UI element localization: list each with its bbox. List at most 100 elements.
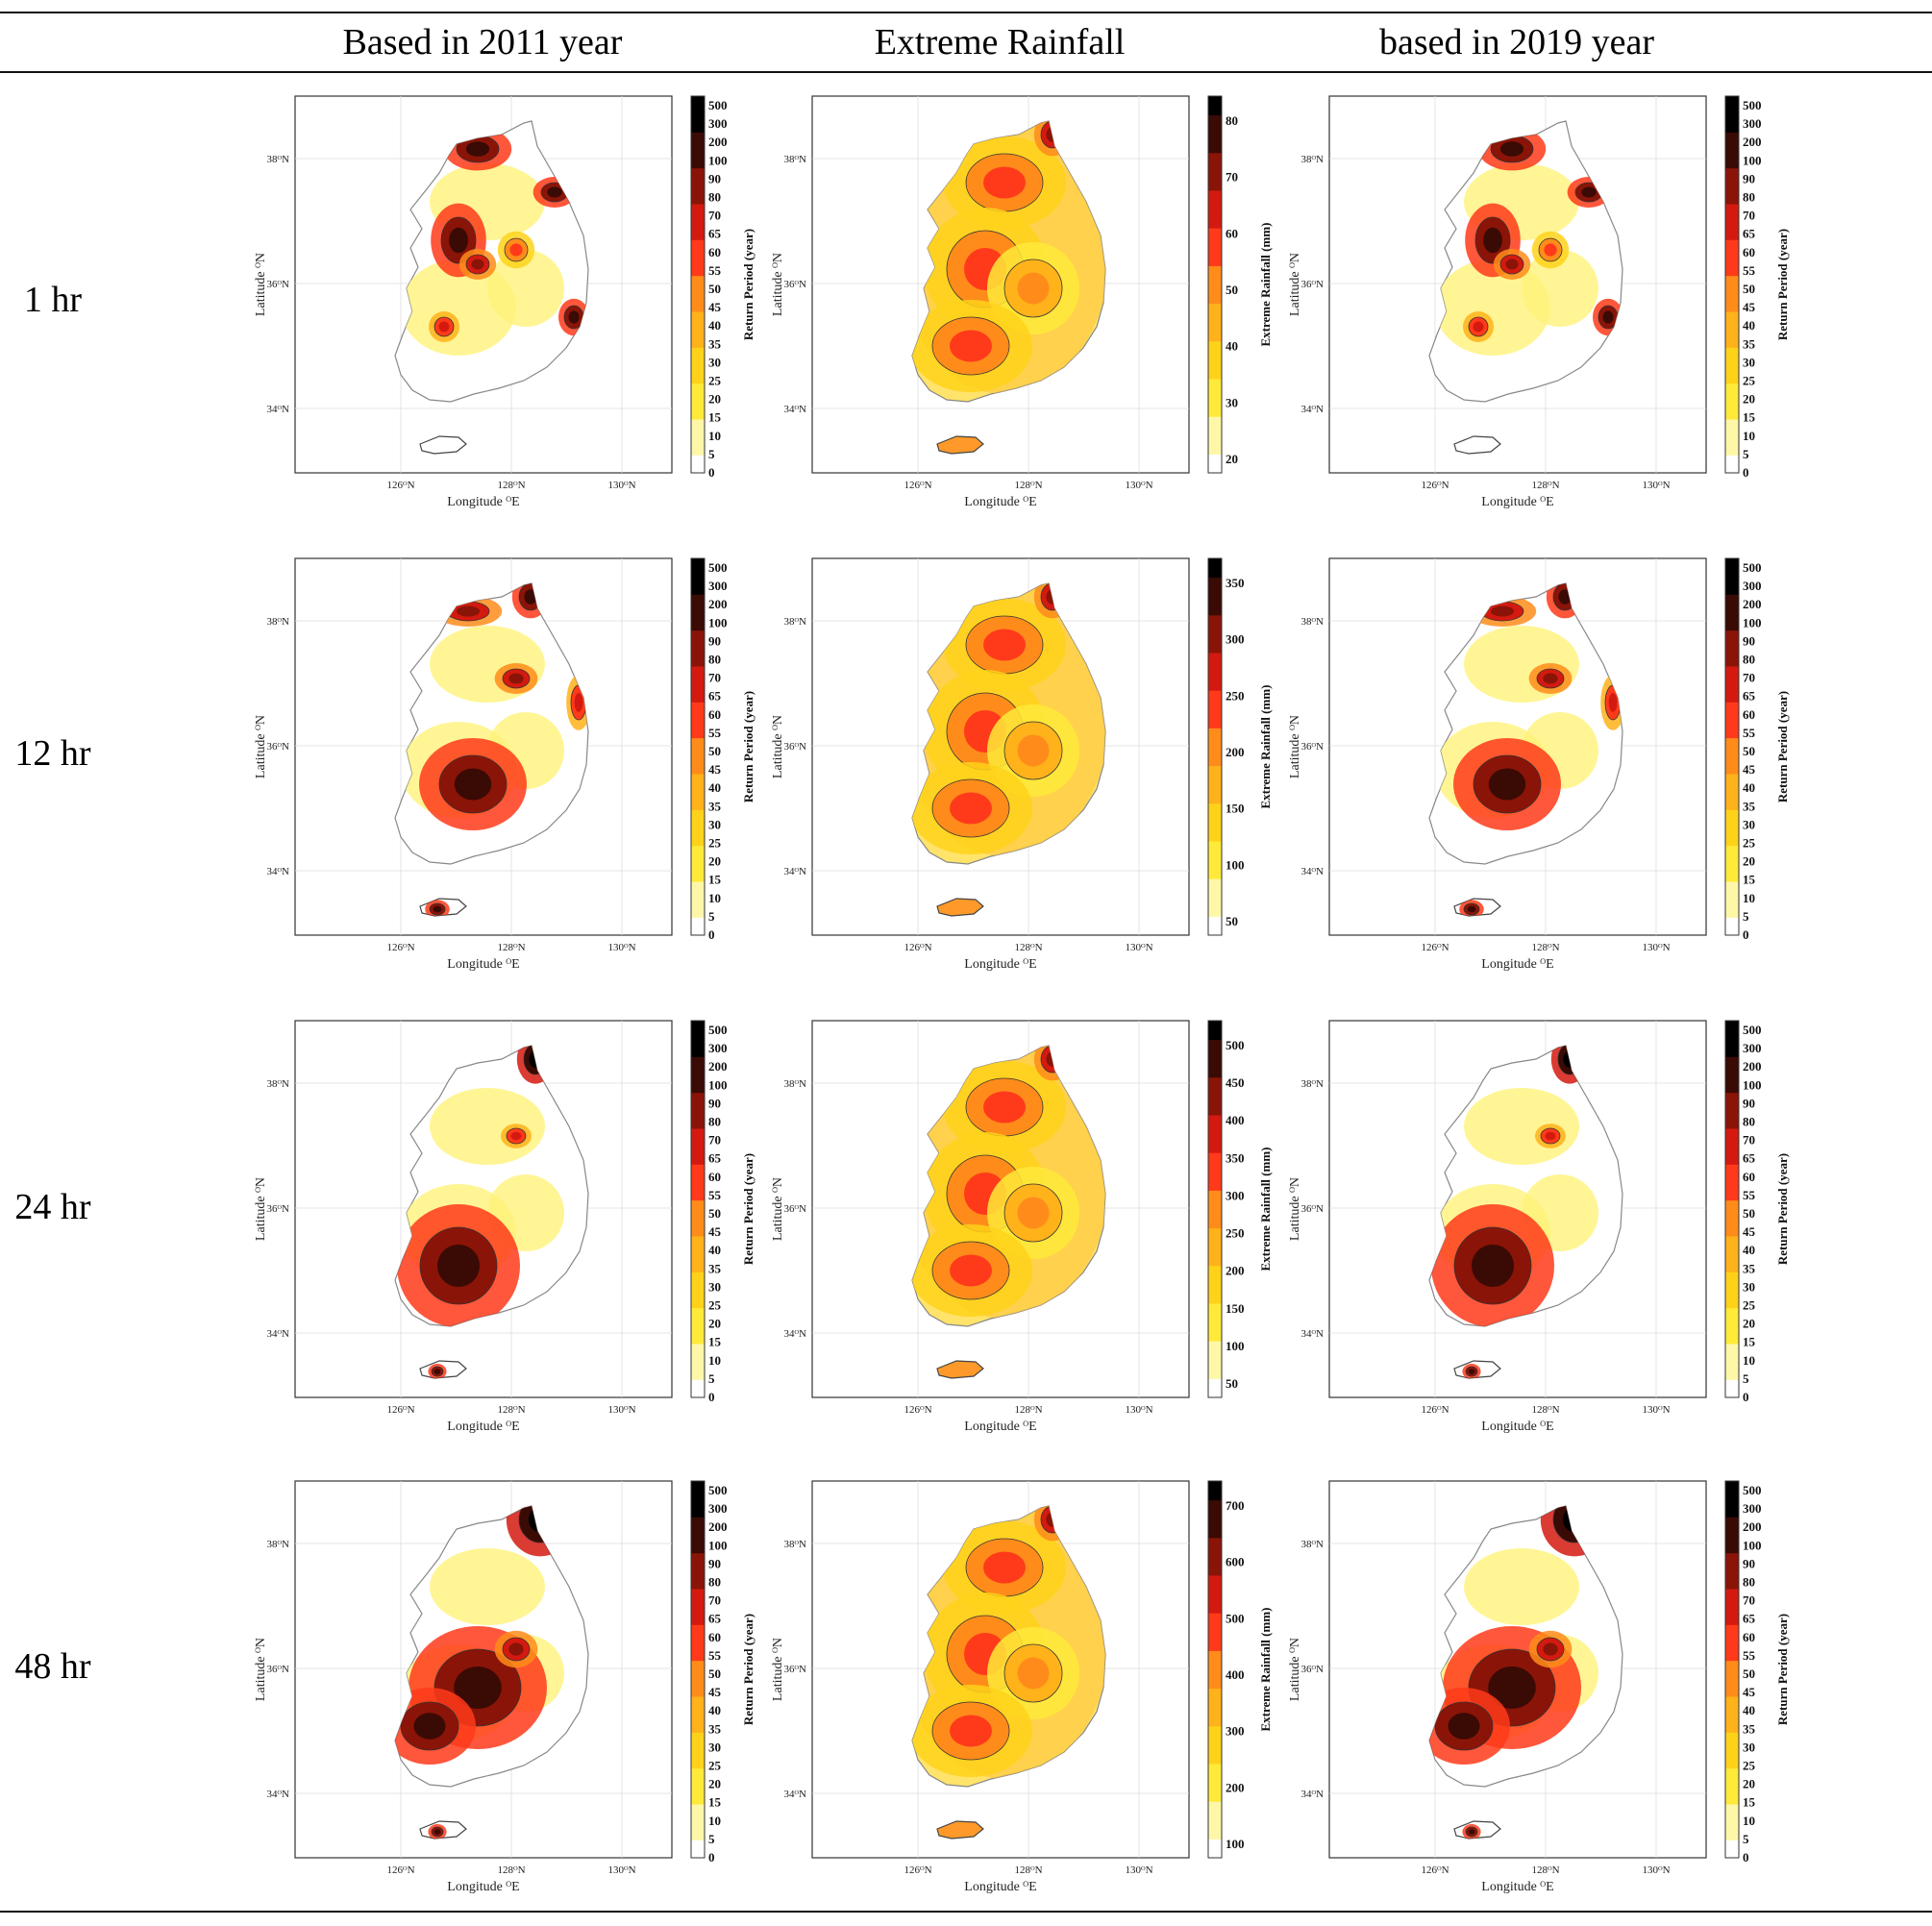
colorbar-label: Extreme Rainfall (mm): [1258, 1147, 1273, 1271]
table-bottom-rule: [0, 1911, 1932, 1913]
colorbar-segment: [691, 1570, 705, 1590]
colorbar-segment: [1725, 1804, 1739, 1823]
x-tick-label: 128ᴼN: [1014, 1404, 1042, 1416]
colorbar-segment: [691, 720, 705, 739]
colorbar-segment: [1208, 653, 1222, 663]
colorbar-tick-label: 50: [1226, 914, 1238, 928]
colorbar-segment: [1208, 1481, 1222, 1492]
colorbar-segment: [691, 1272, 705, 1291]
colorbar-segment: [1208, 1556, 1222, 1567]
colorbar-segment: [691, 1642, 705, 1662]
colorbar-segment: [1725, 1164, 1739, 1183]
colorbar-segment: [691, 809, 705, 828]
colorbar-tick-label: 500: [708, 1023, 728, 1037]
colorbar-segment: [691, 917, 705, 936]
colorbar-segment: [1725, 1182, 1739, 1201]
colorbar-segment: [1208, 1754, 1222, 1765]
colorbar-tick-label: 10: [708, 891, 721, 905]
colorbar-segment: [1725, 917, 1739, 936]
x-tick-label: 128ᴼN: [1014, 1864, 1042, 1876]
colorbar-segment: [1725, 1767, 1739, 1787]
colorbar-segment: [1208, 1782, 1222, 1792]
colorbar-segment: [691, 1253, 705, 1272]
colorbar-tick-label: 20: [1743, 1317, 1755, 1331]
colorbar-segment: [691, 1325, 705, 1345]
x-tick-label: 126ᴼN: [904, 942, 931, 953]
colorbar-tick-label: 50: [1226, 1376, 1238, 1391]
colorbar-segment: [1208, 161, 1222, 172]
y-tick-label: 36ᴼN: [783, 279, 806, 290]
colorbar-segment: [1725, 1092, 1739, 1111]
colorbar-segment: [1208, 1341, 1222, 1351]
colorbar-tick-label: 200: [1743, 1059, 1762, 1074]
colorbar-segment: [1208, 1388, 1222, 1398]
map-panel-r4-c2: 38ᴼN 36ᴼN 34ᴼN 126ᴼN 128ᴼN 130ᴼN Longitude ᴼE L…: [771, 1480, 1273, 1894]
y-tick-label: 34ᴼN: [266, 1789, 289, 1800]
colorbar-tick-label: 30: [1743, 1740, 1755, 1754]
x-tick-label: 126ᴼN: [1421, 1864, 1449, 1876]
colorbar-segment: [1725, 239, 1739, 259]
colorbar-segment: [1208, 718, 1222, 728]
colorbar-tick-label: 0: [1743, 465, 1749, 480]
colorbar-segment: [1208, 1274, 1222, 1285]
colorbar-segment: [1208, 293, 1222, 305]
x-tick-label: 128ᴼN: [1014, 480, 1042, 491]
colorbar-tick-label: 15: [1743, 1795, 1756, 1810]
table-top-rule: [0, 12, 1932, 13]
colorbar-tick-label: 200: [1226, 1264, 1245, 1278]
y-tick-label: 34ᴼN: [783, 404, 806, 415]
colorbar-segment: [1725, 1750, 1739, 1769]
colorbar-tick-label: 65: [708, 1151, 722, 1166]
colorbar-segment: [1725, 1290, 1739, 1309]
colorbar-segment: [1725, 1606, 1739, 1625]
y-tick-label: 36ᴼN: [783, 741, 806, 753]
y-axis-label: Latitude ᴼN: [1288, 1177, 1302, 1241]
x-tick-label: 126ᴼN: [386, 1864, 414, 1876]
colorbar-segment: [1208, 802, 1222, 814]
colorbar-tick-label: 25: [1743, 374, 1756, 388]
colorbar-segment: [1725, 1218, 1739, 1237]
colorbar-segment: [1208, 1519, 1222, 1529]
y-tick-label: 36ᴼN: [783, 1664, 806, 1675]
colorbar-segment: [1208, 1312, 1222, 1323]
y-tick-label: 38ᴼN: [266, 154, 289, 165]
colorbar-tick-label: 50: [1226, 283, 1238, 297]
map-panel-r3-c3: 38ᴼN 36ᴼN 34ᴼN 126ᴼN 128ᴼN 130ᴼN Longitude ᴼE L…: [1288, 1020, 1790, 1434]
y-tick-label: 38ᴼN: [1300, 1078, 1324, 1090]
colorbar-segment: [1208, 1688, 1222, 1698]
colorbar-tick-label: 100: [1226, 1837, 1245, 1851]
colorbar-tick-label: 90: [708, 171, 721, 185]
colorbar-segment: [1208, 1811, 1222, 1821]
colorbar-tick-label: 100: [1743, 615, 1762, 630]
colorbar-segment: [1208, 1218, 1222, 1229]
colorbar-segment: [691, 1696, 705, 1716]
x-tick-label: 130ᴼN: [1642, 1404, 1670, 1416]
colorbar-segment: [1208, 1707, 1222, 1717]
map-panel-r1-c3: 38ᴼN 36ᴼN 34ᴼN 126ᴼN 128ᴼN 130ᴼN Longitude ᴼE L…: [1288, 95, 1790, 509]
colorbar-segment: [691, 899, 705, 918]
x-tick-label: 128ᴼN: [1531, 480, 1559, 491]
colorbar-segment: [1208, 1359, 1222, 1370]
colorbar-segment: [1208, 171, 1222, 182]
y-tick-label: 38ᴼN: [266, 1078, 289, 1090]
y-axis-label: Latitude ᴼN: [771, 1638, 785, 1701]
colorbar-tick-label: 100: [1743, 1538, 1762, 1552]
colorbar-segment: [1208, 1528, 1222, 1539]
colorbar-segment: [1208, 614, 1222, 626]
colorbar-tick-label: 0: [1743, 1850, 1749, 1864]
colorbar-tick-label: 0: [708, 465, 715, 480]
colorbar-segment: [1208, 1124, 1222, 1135]
colorbar-segment: [1208, 1133, 1222, 1144]
colorbar-tick-label: 55: [708, 726, 722, 740]
y-axis-label: Latitude ᴼN: [1288, 253, 1302, 316]
colorbar-tick-label: 90: [1743, 1096, 1755, 1110]
colorbar-tick-label: 200: [708, 597, 728, 611]
colorbar-segment: [1725, 204, 1739, 223]
x-axis-label: Longitude ᴼE: [1481, 1880, 1553, 1894]
colorbar-label: Extreme Rainfall (mm): [1258, 684, 1273, 808]
colorbar-tick-label: 20: [1743, 854, 1755, 869]
colorbar-tick-label: 80: [708, 653, 721, 667]
x-tick-label: 128ᴼN: [1014, 942, 1042, 953]
colorbar-segment: [1725, 809, 1739, 828]
colorbar-segment: [1725, 1678, 1739, 1697]
